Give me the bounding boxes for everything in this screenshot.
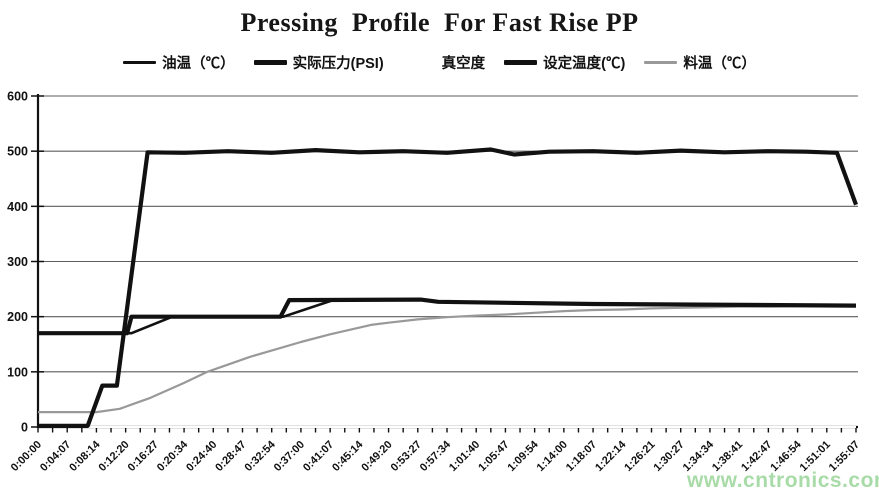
x-tick-label: 0:37:00: [272, 439, 307, 474]
legend-label: 真空度: [441, 56, 486, 72]
series-lines: [38, 147, 858, 428]
y-tick-label: 0: [21, 421, 28, 435]
x-tick-label: 1:14:00: [535, 439, 570, 474]
y-tick-label: 200: [7, 310, 28, 324]
x-tick-label: 1:09:54: [505, 438, 541, 474]
x-tick-label: 1:05:47: [476, 439, 511, 474]
x-tick-label: 1:22:14: [593, 438, 629, 474]
chart-title: Pressing Profile For Fast Rise PP: [240, 8, 639, 37]
set-temp-line-swatch-icon: [504, 60, 538, 65]
legend-label: 油温（℃）: [162, 56, 235, 72]
y-tick-label: 400: [7, 200, 28, 214]
x-tick-label: 0:45:14: [330, 438, 366, 474]
x-tick-label: 0:28:47: [213, 439, 248, 474]
vacuum-line-swatch-icon: [402, 61, 436, 64]
material-temp-line-swatch-icon: [644, 61, 678, 64]
chart-legend: 油温（℃） 实际压力(PSI) 真空度 设定温度(℃) 料温（℃）: [0, 52, 879, 73]
legend-item-vacuum: 真空度: [402, 52, 486, 73]
legend-label: 料温（℃）: [683, 56, 756, 72]
x-tick-label: 0:41:07: [301, 439, 336, 474]
x-tick-label: 0:08:14: [67, 438, 103, 474]
legend-item-set-temp: 设定温度(℃): [504, 52, 625, 73]
series-line-actual-pressure: [38, 147, 858, 428]
x-tick-label: 0:04:07: [38, 439, 73, 474]
x-tick-label: 0:53:27: [389, 439, 424, 474]
x-tick-label: 0:20:34: [155, 438, 191, 474]
x-tick-label: 1:18:07: [564, 439, 599, 474]
x-tick-label: 0:49:20: [359, 439, 394, 474]
oil-temp-line-swatch-icon: [123, 61, 157, 64]
series-line-set-temp: [38, 297, 857, 336]
x-tick-label: 0:16:27: [126, 439, 161, 474]
y-tick-label: 500: [7, 145, 28, 159]
legend-item-actual-pressure: 实际压力(PSI): [253, 52, 384, 73]
y-tick-label: 100: [7, 365, 28, 379]
legend-item-material-temp: 料温（℃）: [644, 52, 756, 73]
x-tick-label: 0:57:34: [418, 438, 454, 474]
gridlines: [38, 95, 858, 373]
x-tick-label: 1:01:40: [447, 439, 482, 474]
legend-item-oil-temp: 油温（℃）: [123, 52, 235, 73]
x-tick-label: 0:12:20: [96, 439, 131, 474]
x-tick-label: 1:30:27: [652, 439, 687, 474]
x-tick-label: 1:26:21: [622, 439, 657, 474]
x-tick-label: 0:00:00: [9, 439, 44, 474]
watermark: www.cntronics.com: [687, 469, 879, 492]
legend-label: 设定温度(℃): [543, 56, 626, 72]
x-tick-label: 0:32:54: [243, 438, 279, 474]
y-axis-labels: 0 100 200 300 400 500 600: [7, 90, 44, 435]
y-tick-label: 600: [7, 90, 28, 104]
x-tick-label: 0:24:40: [184, 439, 219, 474]
legend-label: 实际压力(PSI): [292, 56, 384, 72]
actual-pressure-line-swatch-icon: [253, 60, 287, 65]
y-tick-label: 300: [7, 255, 28, 269]
